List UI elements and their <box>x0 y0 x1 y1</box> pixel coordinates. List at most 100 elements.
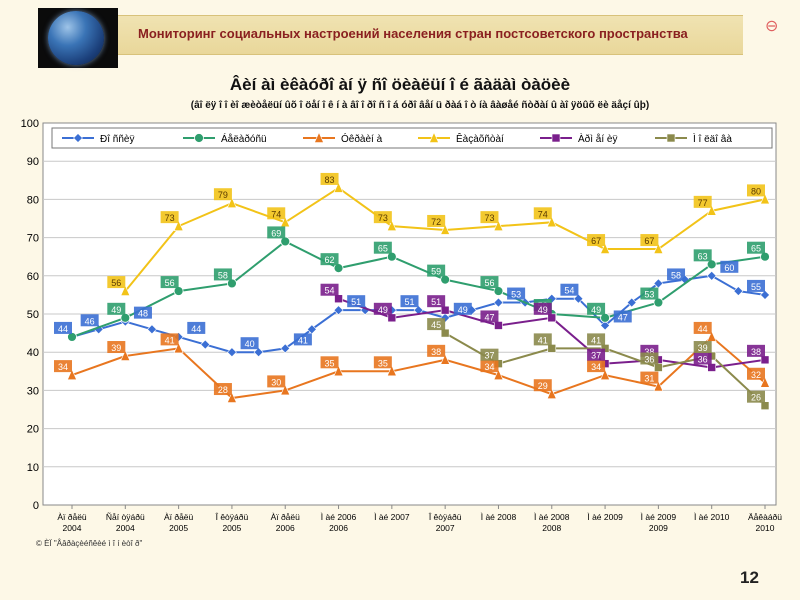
x-tick-label: Î êòÿáðü <box>428 512 462 522</box>
data-label-text: 31 <box>644 374 654 384</box>
series-line <box>71 240 766 338</box>
data-label-box <box>293 333 312 346</box>
data-label: 44 <box>54 321 72 334</box>
data-point <box>194 133 204 143</box>
data-label: 55 <box>747 279 765 292</box>
data-label-text: 49 <box>378 305 388 315</box>
data-label-text: 47 <box>484 312 494 322</box>
data-label: 41 <box>587 333 606 346</box>
data-label: 45 <box>427 318 446 331</box>
data-label-text: 41 <box>165 335 175 345</box>
data-label-box <box>427 214 446 227</box>
data-label: 67 <box>640 234 659 247</box>
data-label-text: 37 <box>591 351 601 361</box>
data-point <box>760 289 770 300</box>
data-point <box>226 196 237 209</box>
legend-item: Áåëàðóñü <box>183 132 267 145</box>
data-label-text: 44 <box>191 324 201 334</box>
x-tick-label: Äåêàáðü <box>748 512 782 522</box>
data-point <box>333 305 344 316</box>
data-label: 65 <box>373 241 392 254</box>
data-label: 67 <box>587 234 606 247</box>
data-label: 63 <box>693 249 712 262</box>
data-label: 73 <box>160 211 179 224</box>
data-label-box <box>373 356 392 369</box>
data-label: 69 <box>267 226 286 239</box>
data-label-box <box>320 172 339 185</box>
data-label: 35 <box>320 356 339 369</box>
data-point <box>760 193 770 205</box>
legend: Ðî ññèÿ Áåëàðóñü Óêðàèí à Êàçàõñòàí Àðì åí è… <box>51 127 773 149</box>
page-number: 12 <box>740 568 759 587</box>
data-label: 56 <box>160 276 179 289</box>
data-label: 49 <box>107 302 126 315</box>
data-label-box <box>427 318 446 331</box>
data-label-text: 74 <box>271 209 281 219</box>
data-label: 44 <box>693 321 712 334</box>
data-label-box <box>747 390 765 403</box>
data-point <box>653 242 664 254</box>
x-tick-label: 2004 <box>116 523 135 533</box>
data-label: 41 <box>293 333 312 346</box>
data-label-text: 72 <box>431 217 441 227</box>
data-label-text: 56 <box>111 278 121 288</box>
y-tick-label: 100 <box>21 118 39 130</box>
data-label-text: 53 <box>511 290 521 300</box>
data-point <box>280 343 291 354</box>
data-label-text: 51 <box>404 297 414 307</box>
data-label-text: 60 <box>724 263 734 273</box>
data-label-box <box>267 207 286 220</box>
data-point <box>226 391 237 403</box>
data-point <box>386 365 397 377</box>
data-point <box>147 324 157 335</box>
data-point <box>429 131 439 143</box>
data-label-box <box>533 333 552 346</box>
data-point <box>707 363 716 372</box>
data-label-box <box>107 302 126 315</box>
data-label: 37 <box>587 348 606 361</box>
x-tick-label: Ì àé 2006 <box>321 512 357 522</box>
data-point <box>546 387 557 400</box>
x-tick-label: Ì àé 2010 <box>694 512 730 522</box>
data-label-box <box>480 360 499 373</box>
data-point <box>493 368 504 380</box>
data-label-text: 55 <box>751 282 761 292</box>
data-label-text: 58 <box>218 270 228 280</box>
data-label: 49 <box>373 302 392 315</box>
data-point <box>333 365 344 377</box>
data-label-box <box>693 249 712 262</box>
data-label-box <box>533 379 552 392</box>
data-label-text: 48 <box>138 309 148 319</box>
data-label-box <box>640 352 659 365</box>
data-label-box <box>693 195 712 208</box>
data-label-box <box>54 321 72 334</box>
circle-minus-icon[interactable]: ⊖ <box>765 18 779 35</box>
data-label-text: 73 <box>378 213 388 223</box>
x-tick-label: 2007 <box>436 523 455 533</box>
data-label-text: 80 <box>751 186 761 196</box>
data-label: 80 <box>747 184 765 197</box>
data-point <box>440 305 450 315</box>
data-label: 35 <box>373 356 392 369</box>
data-label: 73 <box>480 211 499 224</box>
data-point <box>600 368 611 380</box>
series-2 <box>67 330 770 403</box>
legend-box <box>51 127 773 149</box>
data-label-text: 67 <box>591 236 601 246</box>
data-label: 49 <box>587 302 606 315</box>
legend-item: Ì î ëäî âà <box>655 132 732 145</box>
y-tick-label: 40 <box>27 347 39 359</box>
data-label-text: 41 <box>298 335 308 345</box>
data-label: 26 <box>747 390 765 403</box>
y-tick-label: 10 <box>27 462 39 474</box>
data-label: 83 <box>320 172 339 185</box>
data-point <box>551 133 561 143</box>
data-point <box>666 133 676 143</box>
data-label: 48 <box>133 306 152 319</box>
data-label-box <box>373 302 392 315</box>
data-label-box <box>613 310 632 323</box>
data-label: 54 <box>320 283 339 296</box>
data-label: 28 <box>213 383 232 396</box>
